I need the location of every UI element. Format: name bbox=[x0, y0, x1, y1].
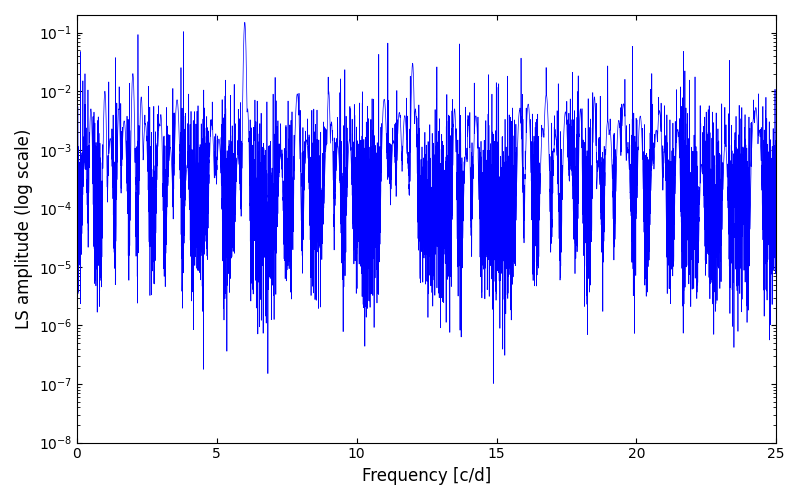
X-axis label: Frequency [c/d]: Frequency [c/d] bbox=[362, 467, 491, 485]
Y-axis label: LS amplitude (log scale): LS amplitude (log scale) bbox=[15, 128, 33, 329]
